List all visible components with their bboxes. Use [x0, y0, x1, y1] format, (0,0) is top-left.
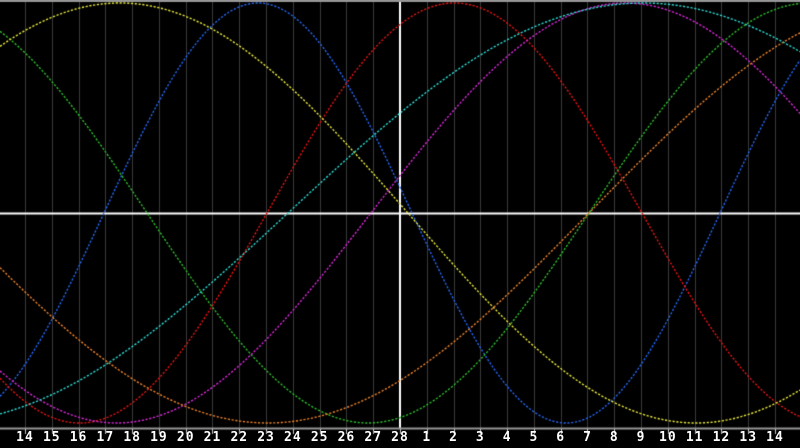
x-axis-label-22-7: 7 [583, 430, 592, 445]
x-axis-label-18-3: 3 [475, 430, 485, 445]
x-axis-label-15-28: 28 [391, 430, 409, 445]
x-axis-label-6-19: 19 [150, 430, 168, 445]
x-axis-label-7-20: 20 [176, 430, 195, 445]
x-axis-label-14-27: 27 [364, 430, 383, 445]
x-axis-label-27-12: 12 [712, 430, 731, 445]
x-axis-label-17-2: 2 [449, 430, 458, 445]
x-axis-label-24-9: 9 [636, 430, 646, 445]
x-axis-label-25-10: 10 [659, 430, 677, 445]
x-axis-label-28-13: 13 [739, 430, 758, 445]
x-axis-label-8-21: 21 [203, 430, 222, 445]
x-axis-label-19-4: 4 [502, 430, 512, 445]
x-axis-label-16-1: 1 [422, 430, 432, 445]
x-axis-label-26-11: 11 [685, 430, 704, 445]
x-axis-label-13-26: 26 [337, 430, 356, 445]
x-axis-label-5-18: 18 [123, 430, 141, 445]
x-axis-label-12-25: 25 [310, 430, 329, 445]
x-axis-label-29-14: 14 [766, 430, 784, 445]
x-axis-label-21-6: 6 [556, 430, 566, 445]
x-axis-label-11-24: 24 [284, 430, 302, 445]
x-axis-label-9-22: 22 [230, 430, 249, 445]
x-axis-label-2-15: 15 [42, 430, 61, 445]
x-axis-label-20-5: 5 [529, 430, 539, 445]
x-axis-label-4-17: 17 [96, 430, 115, 445]
x-axis-label-10-23: 23 [257, 430, 275, 445]
x-axis-label-23-8: 8 [609, 430, 619, 445]
x-axis-label-1-14: 14 [16, 430, 34, 445]
x-axis-label-3-16: 16 [69, 430, 88, 445]
